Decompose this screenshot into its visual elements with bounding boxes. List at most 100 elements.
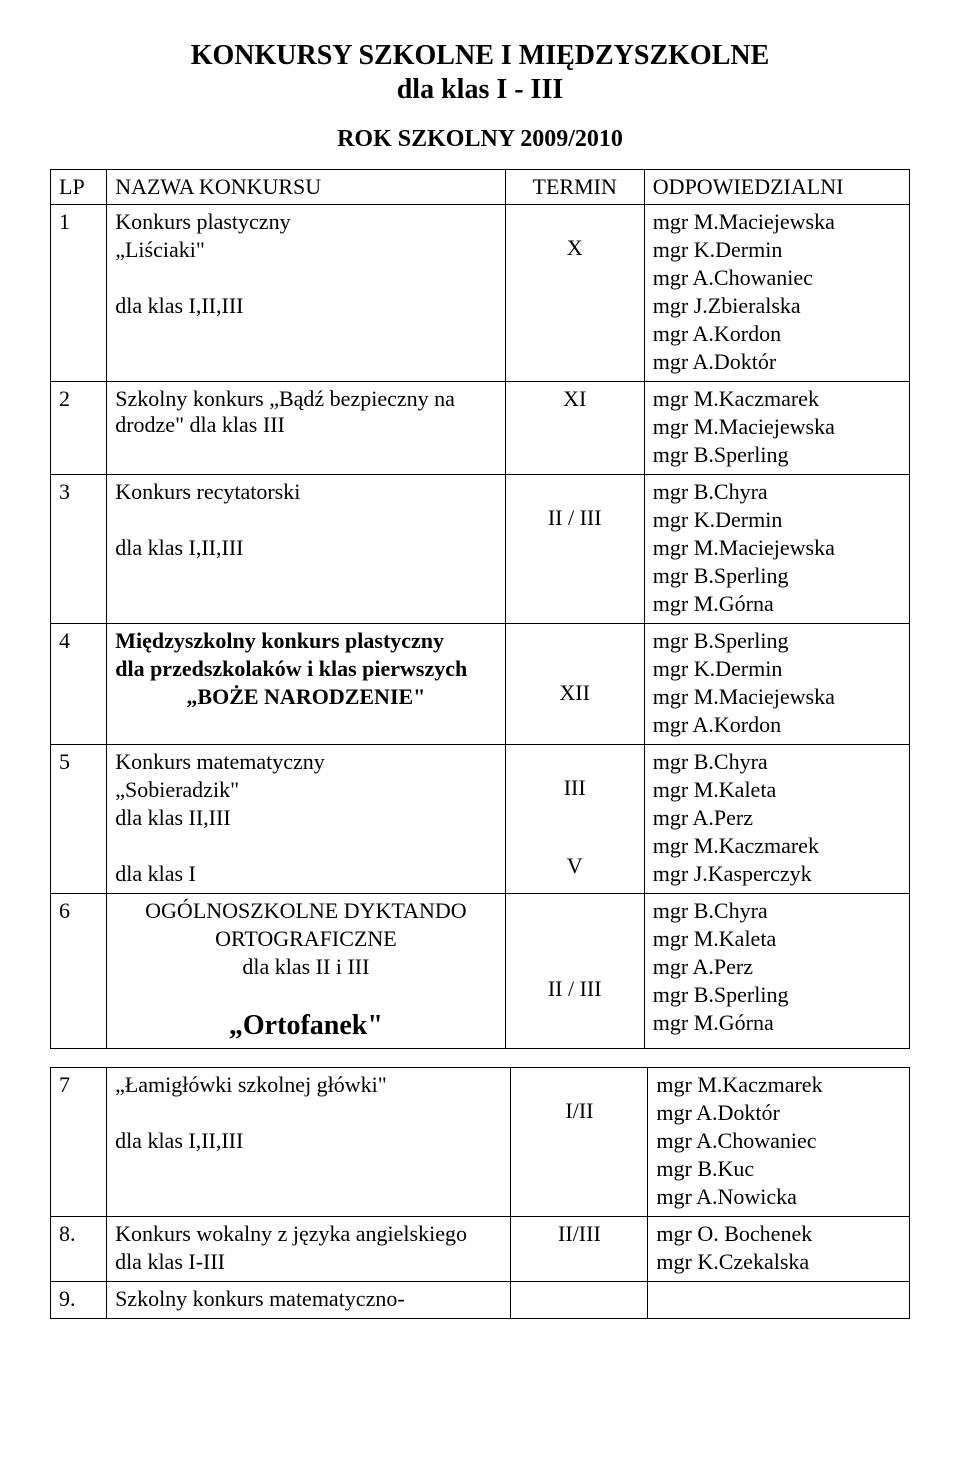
cell-lp: 8. xyxy=(51,1217,107,1282)
table-row: 7„Łamigłówki szkolnej główki" dla klas I… xyxy=(51,1068,910,1217)
name-line: dla klas I xyxy=(115,861,496,887)
cell-term: XI xyxy=(505,382,644,475)
resp-line: mgr B.Chyra xyxy=(653,479,901,505)
name-line: OGÓLNOSZKOLNE DYKTANDO xyxy=(115,898,496,924)
resp-line: mgr M.Kaczmarek xyxy=(656,1072,901,1098)
term-line xyxy=(514,749,636,775)
contests-table-2: 7„Łamigłówki szkolnej główki" dla klas I… xyxy=(50,1067,910,1319)
name-line: dla klas I,II,III xyxy=(115,293,496,319)
term-line xyxy=(514,654,636,680)
cell-lp: 6 xyxy=(51,894,107,1049)
page-title: KONKURSY SZKOLNE I MIĘDZYSZKOLNE xyxy=(50,40,910,72)
term-line xyxy=(514,827,636,853)
cell-resp: mgr B.Chyramgr M.Kaletamgr A.Perzmgr B.S… xyxy=(644,894,909,1049)
cell-lp: 3 xyxy=(51,475,107,624)
cell-resp: mgr B.Chyramgr K.Derminmgr M.Maciejewska… xyxy=(644,475,909,624)
table-row: 6OGÓLNOSZKOLNE DYKTANDOORTOGRAFICZNEdla … xyxy=(51,894,910,1049)
name-line: dla klas II i III xyxy=(115,954,496,980)
table-row: 5Konkurs matematyczny„Sobieradzik"dla kl… xyxy=(51,745,910,894)
resp-line: mgr M.Kaleta xyxy=(653,777,901,803)
term-line xyxy=(514,950,636,976)
term-line xyxy=(514,924,636,950)
term-line: II/III xyxy=(519,1221,639,1247)
term-line xyxy=(519,1072,639,1098)
resp-line: mgr O. Bochenek xyxy=(656,1221,901,1247)
resp-line: mgr A.Doktór xyxy=(656,1100,901,1126)
cell-name: Konkurs plastyczny„Liściaki" dla klas I,… xyxy=(107,205,505,382)
name-line: Konkurs plastyczny xyxy=(115,209,496,235)
header-name: NAZWA KONKURSU xyxy=(107,170,505,205)
resp-line: mgr M.Górna xyxy=(653,1010,901,1036)
table-row: 1Konkurs plastyczny„Liściaki" dla klas I… xyxy=(51,205,910,382)
cell-term: I/II xyxy=(511,1068,648,1217)
cell-name: Konkurs recytatorski dla klas I,II,III xyxy=(107,475,505,624)
cell-term: III V xyxy=(505,745,644,894)
header-resp: ODPOWIEDZIALNI xyxy=(644,170,909,205)
name-line: Międzyszkolny konkurs plastyczny xyxy=(115,628,496,654)
term-line: XI xyxy=(514,386,636,412)
term-line: II / III xyxy=(514,976,636,1002)
name-line: Szkolny konkurs matematyczno- xyxy=(115,1286,502,1312)
resp-line: mgr M.Maciejewska xyxy=(653,535,901,561)
resp-line: mgr A.Perz xyxy=(653,954,901,980)
resp-line: mgr B.Sperling xyxy=(653,982,901,1008)
cell-lp: 7 xyxy=(51,1068,107,1217)
resp-line: mgr K.Dermin xyxy=(653,237,901,263)
resp-line: mgr M.Maciejewska xyxy=(653,209,901,235)
table-row: 2Szkolny konkurs „Bądź bezpieczny na dro… xyxy=(51,382,910,475)
resp-line: mgr B.Sperling xyxy=(653,563,901,589)
contests-table-1: LP NAZWA KONKURSU TERMIN ODPOWIEDZIALNI … xyxy=(50,169,910,1049)
cell-term: II/III xyxy=(511,1217,648,1282)
cell-term: II / III xyxy=(505,894,644,1049)
cell-lp: 2 xyxy=(51,382,107,475)
name-line: Konkurs recytatorski xyxy=(115,479,496,505)
cell-resp: mgr B.Sperlingmgr K.Derminmgr M.Maciejew… xyxy=(644,624,909,745)
resp-line: mgr B.Sperling xyxy=(653,442,901,468)
name-line: dla przedszkolaków i klas pierwszych xyxy=(115,656,496,682)
name-line: „Ortofanek" xyxy=(115,1010,496,1042)
cell-term: X xyxy=(505,205,644,382)
table-header-row: LP NAZWA KONKURSU TERMIN ODPOWIEDZIALNI xyxy=(51,170,910,205)
cell-name: Szkolny konkurs „Bądź bezpieczny na drod… xyxy=(107,382,505,475)
cell-resp: mgr M.Kaczmarekmgr A.Doktórmgr A.Chowani… xyxy=(648,1068,910,1217)
resp-line: mgr M.Kaczmarek xyxy=(653,386,901,412)
cell-lp: 9. xyxy=(51,1282,107,1319)
term-line xyxy=(514,628,636,654)
cell-name: Szkolny konkurs matematyczno- xyxy=(107,1282,511,1319)
term-line xyxy=(514,801,636,827)
name-line: dla klas I-III xyxy=(115,1249,502,1275)
cell-name: Konkurs wokalny z języka angielskiegodla… xyxy=(107,1217,511,1282)
resp-line: mgr B.Chyra xyxy=(653,749,901,775)
cell-lp: 5 xyxy=(51,745,107,894)
school-year: ROK SZKOLNY 2009/2010 xyxy=(50,126,910,153)
cell-name: „Łamigłówki szkolnej główki" dla klas I,… xyxy=(107,1068,511,1217)
term-line xyxy=(514,898,636,924)
term-line: V xyxy=(514,853,636,879)
cell-name: Międzyszkolny konkurs plastycznydla prze… xyxy=(107,624,505,745)
cell-term: XII xyxy=(505,624,644,745)
cell-resp: mgr O. Bochenekmgr K.Czekalska xyxy=(648,1217,910,1282)
cell-lp: 1 xyxy=(51,205,107,382)
resp-line: mgr B.Chyra xyxy=(653,898,901,924)
resp-line: mgr J.Kasperczyk xyxy=(653,861,901,887)
term-line: II / III xyxy=(514,505,636,531)
resp-line: mgr A.Perz xyxy=(653,805,901,831)
term-line: I/II xyxy=(519,1098,639,1124)
resp-line xyxy=(656,1286,901,1312)
name-line: Konkurs matematyczny xyxy=(115,749,496,775)
name-line: dla klas II,III xyxy=(115,805,496,831)
header-lp: LP xyxy=(51,170,107,205)
name-line xyxy=(115,833,496,859)
term-line: XII xyxy=(514,680,636,706)
resp-line: mgr K.Czekalska xyxy=(656,1249,901,1275)
cell-resp: mgr B.Chyramgr M.Kaletamgr A.Perzmgr M.K… xyxy=(644,745,909,894)
cell-name: Konkurs matematyczny„Sobieradzik"dla kla… xyxy=(107,745,505,894)
resp-line: mgr B.Kuc xyxy=(656,1156,901,1182)
resp-line: mgr J.Zbieralska xyxy=(653,293,901,319)
resp-line: mgr M.Górna xyxy=(653,591,901,617)
term-line xyxy=(514,209,636,235)
term-line: III xyxy=(514,775,636,801)
term-line: X xyxy=(514,235,636,261)
cell-resp: mgr M.Kaczmarekmgr M.Maciejewskamgr B.Sp… xyxy=(644,382,909,475)
table-row: 3Konkurs recytatorski dla klas I,II,III … xyxy=(51,475,910,624)
